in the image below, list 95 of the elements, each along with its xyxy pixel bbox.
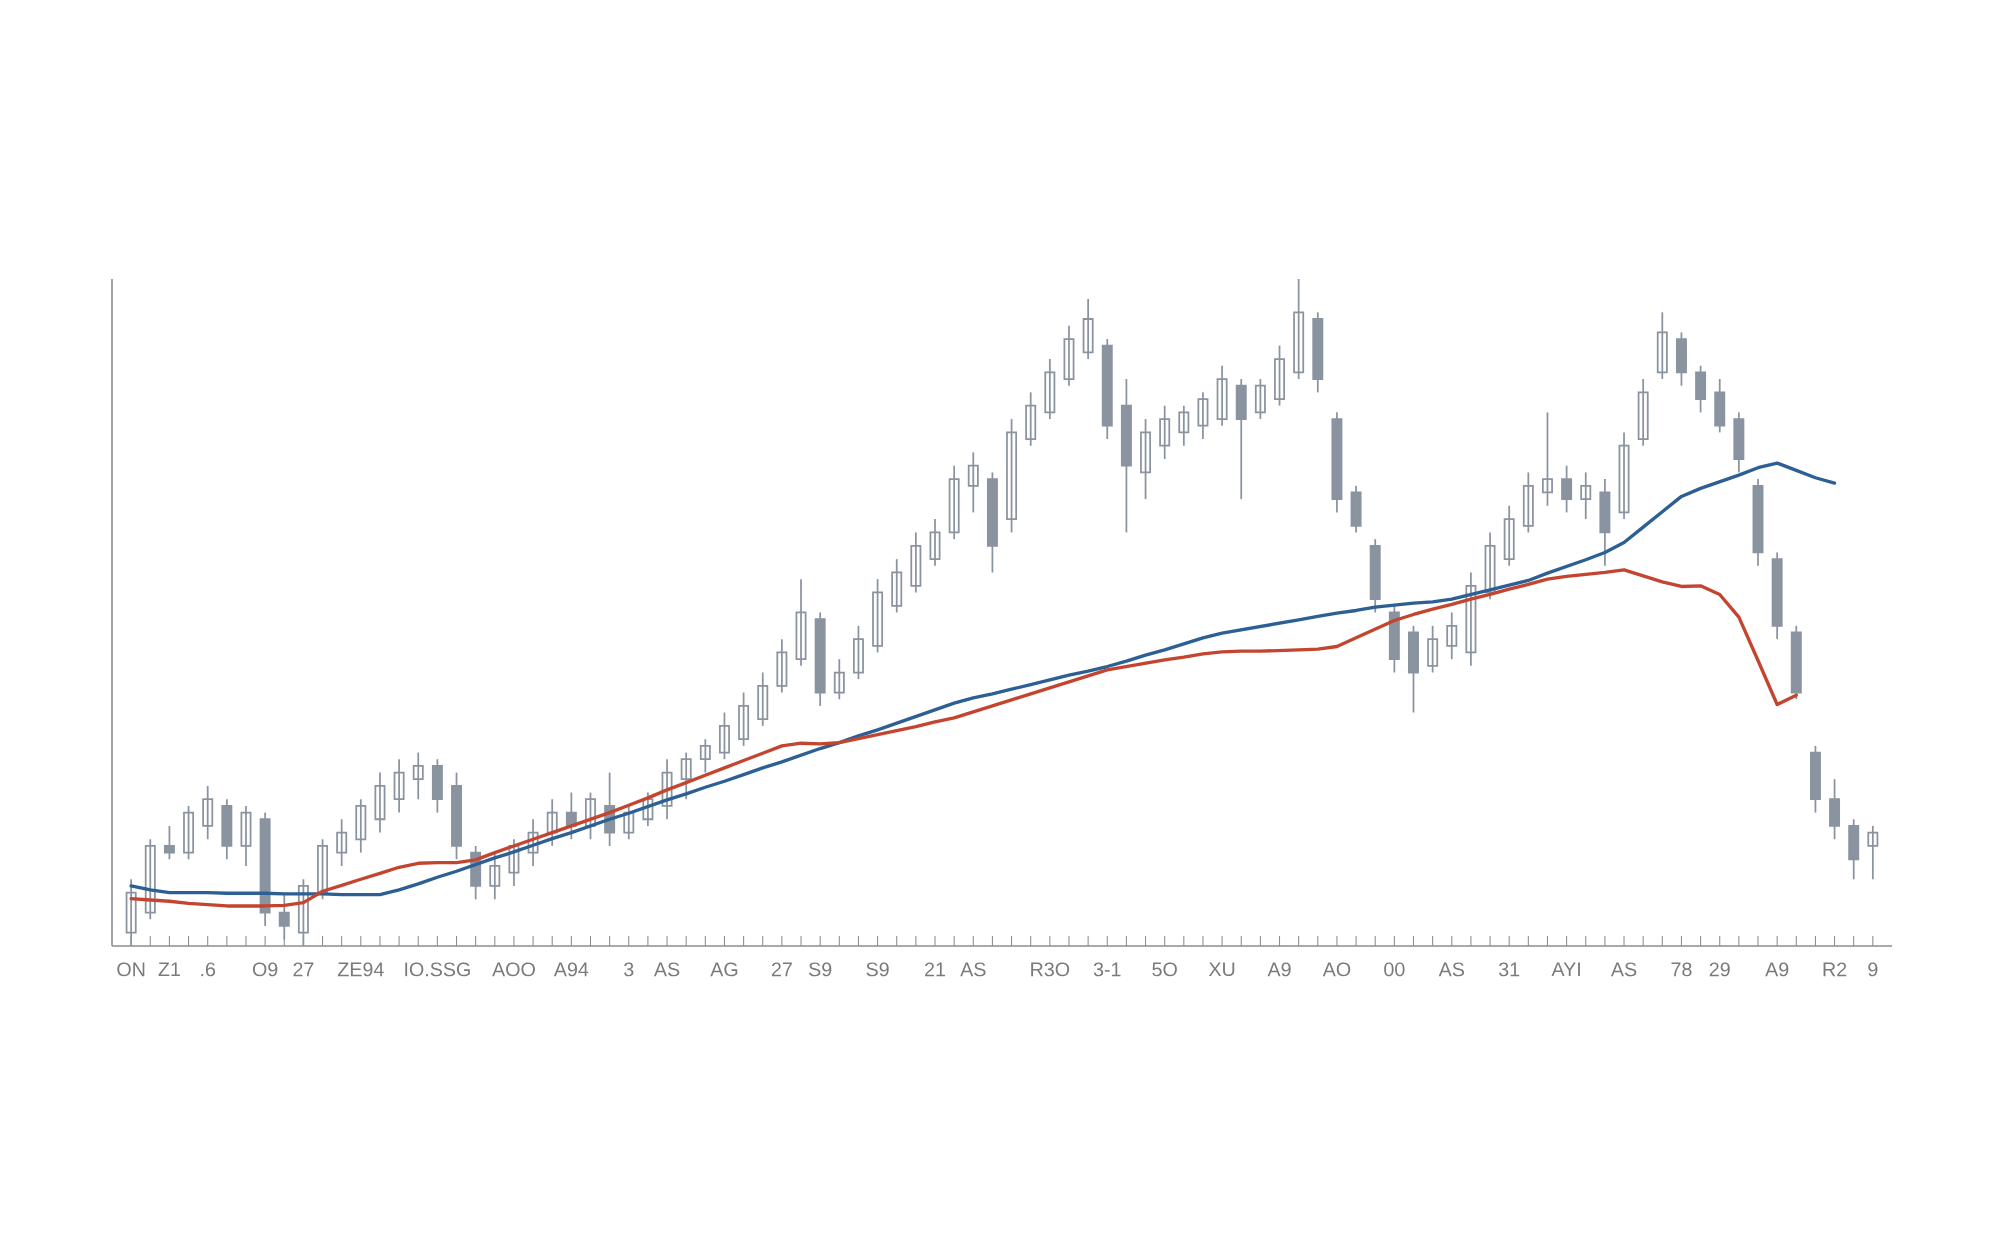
candlestick: [1274, 344, 1285, 407]
x-tick-label: ON: [117, 962, 145, 977]
candlestick: [1293, 278, 1305, 380]
x-tick-label: R2: [1823, 962, 1847, 977]
x-tick-label: 27: [293, 962, 314, 977]
candlestick: [1541, 411, 1553, 507]
x-tick-label: AS: [653, 962, 680, 977]
candlestick: [1656, 311, 1668, 380]
candlestick: [1006, 418, 1018, 534]
x-tick-label: 3-1: [1093, 962, 1121, 977]
candlestick: [642, 791, 654, 827]
candlestick: [163, 825, 175, 861]
candlestick: [1580, 471, 1592, 520]
candlestick: [1197, 391, 1209, 440]
candlestick: [393, 758, 405, 814]
x-tick-label: A9: [1765, 962, 1789, 977]
x-tick-label: AYI: [1551, 962, 1580, 976]
x-tick-label: A9: [1267, 962, 1291, 977]
x-tick-label: 3: [624, 962, 634, 977]
x-tick-label: .6: [201, 962, 216, 977]
x-tick-label: S9: [809, 962, 832, 977]
candlestick: [585, 791, 596, 841]
x-tick-label: S9: [866, 962, 889, 977]
candlestick: [1025, 391, 1037, 447]
x-tick-label: 27: [771, 962, 792, 977]
candlestick: [795, 578, 807, 667]
candlestick: [1427, 624, 1439, 674]
candlestick: [661, 758, 673, 821]
candlestick: [183, 805, 195, 861]
x-tick-label: AS: [960, 962, 986, 977]
x-tick-label: Z1: [158, 962, 180, 976]
candlestick: [336, 818, 348, 867]
candlestick: [1465, 571, 1477, 667]
candlestick: [1140, 418, 1152, 500]
candlestick: [699, 738, 711, 774]
candlestick: [527, 818, 539, 867]
candlestick: [1216, 364, 1228, 427]
candlestick: [718, 711, 730, 761]
candlestick: [412, 751, 424, 801]
candlestick: [872, 578, 884, 654]
x-tick-label: AG: [710, 962, 738, 977]
candlestick: [929, 518, 941, 567]
candlestick: [776, 638, 788, 694]
candlestick: [948, 464, 960, 540]
candlestick: [1446, 611, 1458, 661]
candlestick: [508, 838, 520, 887]
candlestick: [1484, 531, 1496, 601]
x-tick-label: O9: [252, 962, 278, 977]
candlestick: [240, 805, 252, 867]
x-tick-label: AO: [1322, 962, 1351, 977]
x-tick-label: AOO: [492, 962, 535, 977]
x-tick-label: AS: [1610, 962, 1637, 977]
candlestick: [738, 691, 750, 747]
x-tick-label: IO.SSG: [405, 962, 470, 977]
candlestick: [1618, 431, 1630, 520]
candlestick: [1867, 825, 1879, 881]
candlestick: [1082, 298, 1094, 360]
candlestick: [623, 805, 635, 841]
x-tick-label: AS: [1438, 962, 1465, 977]
candlestick: [1063, 324, 1075, 387]
candlestick: [833, 658, 845, 701]
x-tick-label: 78: [1671, 962, 1692, 977]
candlestick: [374, 771, 386, 834]
x-tick-label: ZE94: [337, 962, 384, 977]
candlestick: [852, 624, 864, 681]
candlestick: [202, 785, 214, 841]
candlestick: [355, 798, 367, 854]
x-tick-label: R3O: [1031, 962, 1070, 977]
candlestick: [967, 451, 979, 514]
candlestick: [1561, 464, 1573, 514]
candlestick: [1503, 504, 1515, 567]
x-tick-label: 00: [1384, 962, 1405, 977]
candlestick: [317, 838, 329, 901]
candlestick: [757, 671, 769, 727]
candlestick: [489, 851, 501, 901]
candlestick: [1159, 404, 1171, 460]
x-tick-label: 9: [1868, 962, 1878, 977]
candlestick: [546, 798, 558, 847]
candlestick: [910, 531, 922, 594]
candlestick: [1044, 358, 1056, 420]
x-tick-label: 5O: [1152, 962, 1177, 977]
x-tick-label: XU: [1208, 962, 1235, 977]
candlestick: [297, 878, 309, 947]
candlestick: [680, 751, 692, 801]
x-tick-label: 31: [1499, 962, 1520, 977]
candlestick: [891, 558, 903, 614]
candlestick: [125, 878, 137, 947]
x-tick-label: 21: [925, 962, 945, 977]
candlestick: [144, 838, 156, 921]
x-tick-label: A94: [553, 962, 589, 977]
candlestick: [1522, 471, 1534, 534]
candlestick: [1178, 404, 1190, 447]
x-tick-label: 29: [1709, 962, 1730, 977]
candlestick: [1254, 378, 1266, 420]
candlestick: [1637, 378, 1649, 447]
